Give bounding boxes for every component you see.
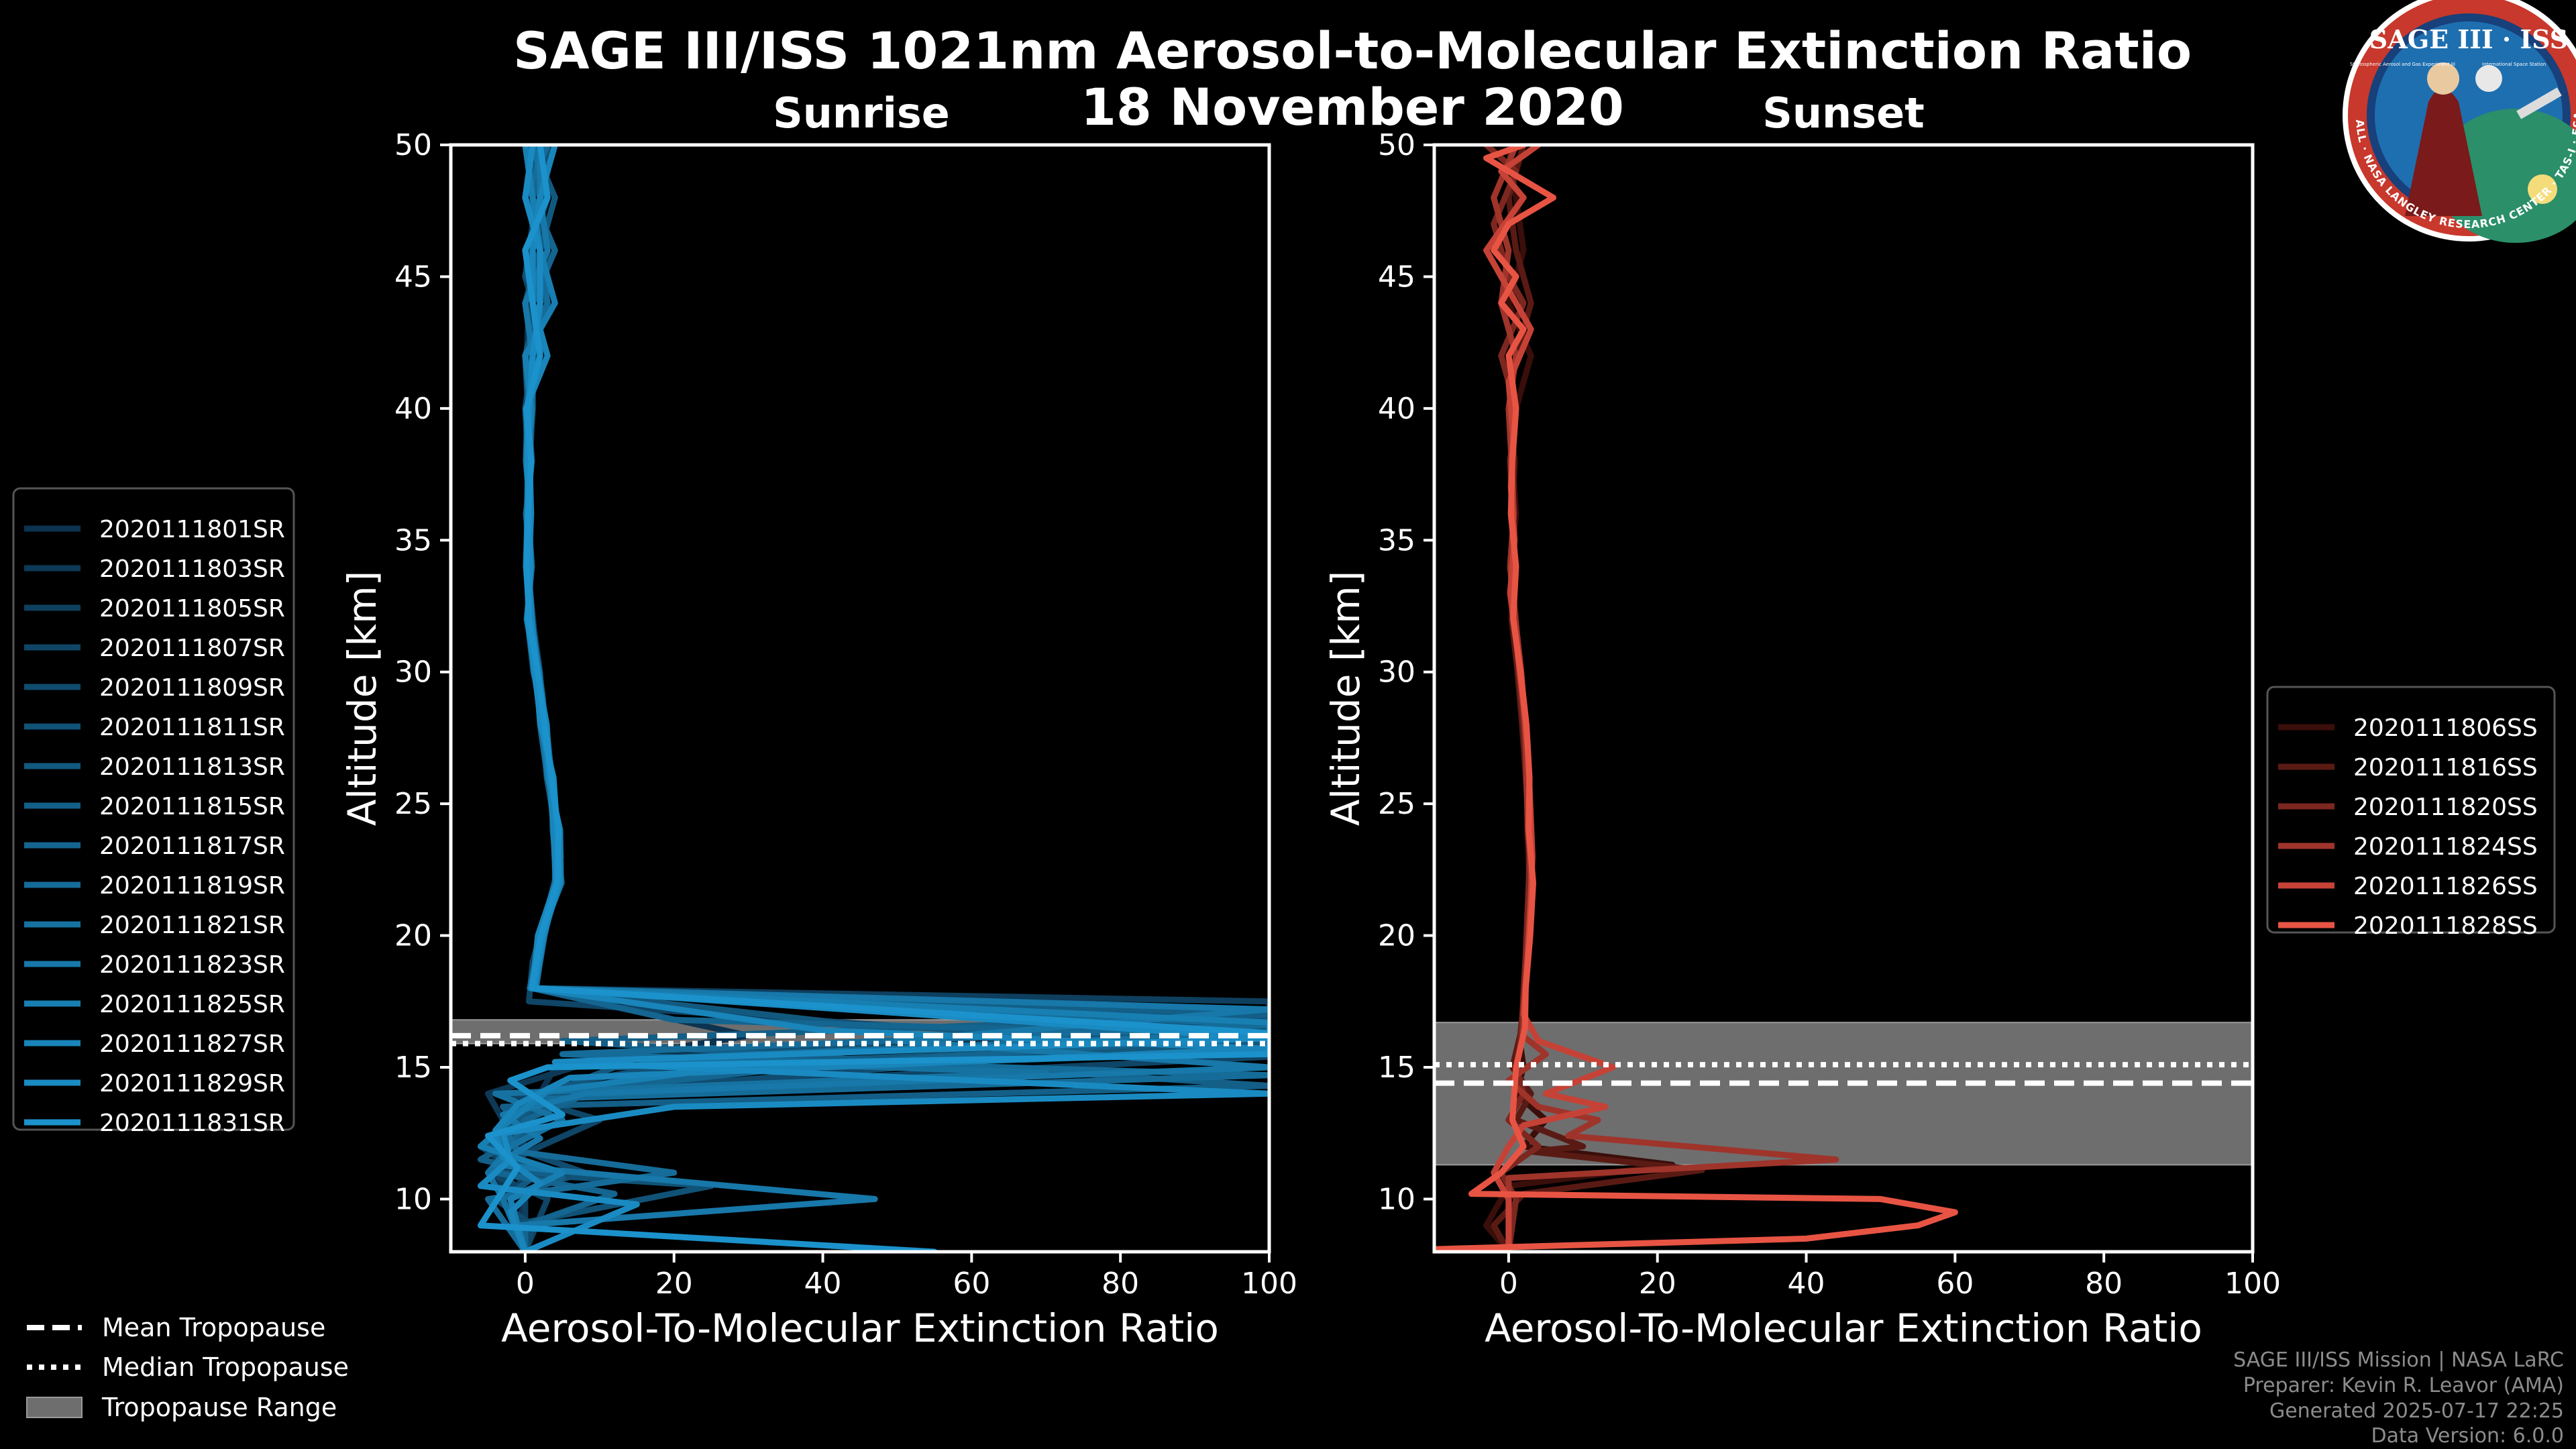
sunrise-ytick-label: 50 [394, 128, 432, 162]
sunrise-xtick-label: 100 [1241, 1267, 1297, 1301]
sunset-series-layer [1434, 145, 1958, 1252]
sunrise-legend-label: 2020111823SR [99, 951, 285, 979]
sunset-panel-title: Sunset [1762, 89, 1925, 138]
sunrise-ytick-label: 45 [394, 260, 432, 294]
mean-tropopause-label: Mean Tropopause [102, 1313, 325, 1342]
sunrise-panel: 0 20 40 60 80 100 10 15 20 25 30 35 40 45 50 Aerosol-T… [339, 128, 1297, 1351]
sunrise-legend-label: 2020111817SR [99, 833, 285, 860]
sunset-tropopause-lines [1434, 1062, 2253, 1086]
footer-mission: SAGE III/ISS Mission | NASA LaRC [2233, 1348, 2564, 1372]
sunrise-legend-box [12, 487, 295, 1131]
sunset-series-line-2020111828SS [1434, 145, 1958, 1252]
sunrise-xtick-label: 0 [516, 1267, 535, 1301]
date-title: 18 November 2020 [1081, 77, 1624, 137]
logo-station-icon [2516, 87, 2562, 119]
logo-figure-head-icon [2427, 62, 2459, 95]
sunrise-xtick-label: 20 [655, 1267, 693, 1301]
sunset-ytick-label: 45 [1378, 260, 1415, 294]
logo-subtitle-right: International Space Station [2482, 62, 2546, 67]
sunrise-xlabel: Aerosol-To-Molecular Extinction Ratio [501, 1305, 1219, 1351]
logo-subtitle-left: Stratospheric Aerosol and Gas Experiment… [2350, 62, 2455, 67]
sunrise-legend-label: 2020111825SR [99, 991, 285, 1018]
sunset-legend-label: 2020111828SS [2353, 912, 2538, 940]
sunrise-legend-label: 2020111811SR [99, 714, 285, 741]
sunrise-legend-label: 2020111813SR [99, 753, 285, 781]
sunrise-series-line-2020111831SR [477, 145, 1269, 1252]
sunset-xtick-label: 60 [1936, 1267, 1974, 1301]
sunset-legend: 2020111806SS 2020111816SS 2020111820SS 2020… [2266, 686, 2556, 940]
sunset-legend-label: 2020111826SS [2353, 873, 2538, 900]
sunrise-legend-label: 2020111819SR [99, 872, 285, 900]
median-tropopause-label: Median Tropopause [102, 1352, 349, 1382]
sunrise-axis-ticks: 0 20 40 60 80 100 10 15 20 25 30 35 40 45 50 [394, 128, 1297, 1301]
sunrise-series-line-2020111827SR [492, 145, 1269, 1252]
sunset-panel: 0 20 40 60 80 100 10 15 20 25 30 35 40 45 50 Aerosol-T… [1323, 128, 2281, 1351]
sunrise-ytick-label: 30 [394, 655, 432, 690]
sunset-xtick-label: 20 [1639, 1267, 1676, 1301]
sunset-legend-label: 2020111816SS [2353, 754, 2538, 782]
sunset-xlabel: Aerosol-To-Molecular Extinction Ratio [1485, 1305, 2202, 1351]
footer: SAGE III/ISS Mission | NASA LaRC Prepare… [2233, 1348, 2564, 1448]
sunrise-panel-title: Sunrise [773, 89, 950, 138]
tropopause-range-label: Tropopause Range [101, 1393, 337, 1422]
sunrise-legend-label: 2020111821SR [99, 912, 285, 939]
sunrise-ytick-label: 15 [394, 1051, 432, 1085]
logo-sun-icon [2528, 174, 2557, 204]
sunset-legend-label: 2020111806SS [2353, 714, 2538, 742]
sunrise-legend-label: 2020111801SR [99, 516, 285, 543]
sunset-legend-label: 2020111820SS [2353, 794, 2538, 821]
logo-title: SAGE III · ISS [2369, 24, 2568, 54]
main-title: SAGE III/ISS 1021nm Aerosol-to-Molecular… [513, 21, 2192, 80]
sunrise-tropopause-lines [451, 1032, 1269, 1046]
footer-data-version: Data Version: 6.0.0 [2371, 1424, 2564, 1448]
sunset-ytick-label: 20 [1378, 919, 1415, 953]
tropopause-legend: Mean Tropopause Median Tropopause Tropop… [26, 1313, 349, 1422]
sunset-xtick-label: 0 [1499, 1267, 1518, 1301]
footer-preparer: Preparer: Kevin R. Leavor (AMA) [2243, 1374, 2564, 1397]
sunrise-ylabel: Altitude [km] [339, 571, 385, 826]
sunset-ytick-label: 50 [1378, 128, 1415, 162]
sunset-plot-frame [1432, 143, 2255, 1254]
sunset-ytick-label: 40 [1378, 392, 1415, 426]
sunrise-series-layer [477, 145, 1269, 1252]
sunrise-ytick-label: 35 [394, 523, 432, 557]
sunrise-xtick-label: 80 [1102, 1267, 1139, 1301]
sunrise-xtick-label: 40 [804, 1267, 842, 1301]
sunset-legend-label: 2020111824SS [2353, 833, 2538, 861]
sunset-xtick-label: 40 [1788, 1267, 1825, 1301]
sunrise-legend-label: 2020111815SR [99, 793, 285, 820]
tropopause-range-swatch [26, 1397, 83, 1418]
sunset-ytick-label: 30 [1378, 655, 1415, 690]
logo-moon-icon [2475, 65, 2502, 92]
logo-figure-icon [2405, 89, 2482, 216]
sunrise-legend-label: 2020111807SR [99, 635, 285, 662]
sunset-ytick-label: 25 [1378, 787, 1415, 821]
sunrise-legend-label: 2020111809SR [99, 674, 285, 702]
sunrise-ytick-label: 40 [394, 392, 432, 426]
sunrise-legend-label: 2020111803SR [99, 555, 285, 583]
sunrise-legend-label: 2020111831SR [99, 1110, 285, 1137]
sunrise-xtick-label: 60 [953, 1267, 990, 1301]
footer-generated: Generated 2025-07-17 22:25 [2269, 1399, 2564, 1423]
sunset-ylabel: Altitude [km] [1323, 571, 1368, 826]
sunrise-ytick-label: 25 [394, 787, 432, 821]
sunset-legend-box [2266, 686, 2556, 934]
sunset-ytick-label: 10 [1378, 1182, 1415, 1216]
sunrise-ytick-label: 10 [394, 1182, 432, 1216]
sunrise-legend-label: 2020111829SR [99, 1070, 285, 1097]
sunset-ytick-label: 35 [1378, 523, 1415, 557]
sunrise-ytick-label: 20 [394, 919, 432, 953]
sunset-xtick-label: 100 [2224, 1267, 2281, 1301]
sunrise-legend: 2020111801SR 2020111803SR 2020111805SR 2020… [12, 487, 295, 1137]
sunrise-plot-frame [449, 143, 1271, 1254]
sunrise-legend-label: 2020111805SR [99, 595, 285, 623]
sage-iss-logo: SAGE III · ISS Stratospheric Aerosol and… [2343, 0, 2576, 243]
sunset-xtick-label: 80 [2085, 1267, 2123, 1301]
sunset-axis-ticks: 0 20 40 60 80 100 10 15 20 25 30 35 40 45 50 [1378, 128, 2281, 1301]
sunrise-legend-label: 2020111827SR [99, 1030, 285, 1058]
sunset-ytick-label: 15 [1378, 1051, 1415, 1085]
